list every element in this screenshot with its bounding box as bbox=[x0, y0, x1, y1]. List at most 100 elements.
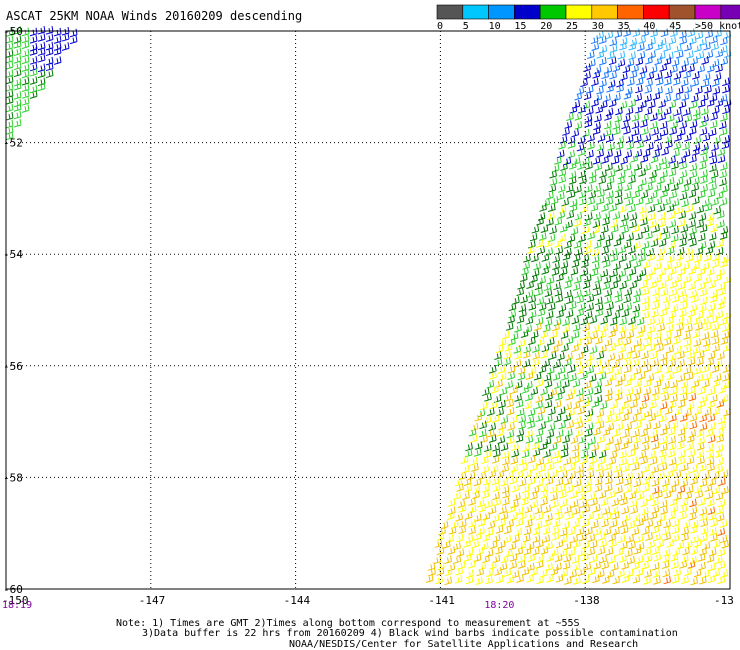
wind-barb bbox=[664, 70, 672, 79]
wind-barb bbox=[628, 175, 636, 184]
wind-barb bbox=[620, 441, 629, 450]
wind-barb bbox=[505, 322, 514, 331]
wind-barb bbox=[643, 378, 652, 388]
wind-barb bbox=[643, 364, 652, 373]
wind-barb bbox=[562, 324, 571, 333]
wind-barb bbox=[13, 118, 22, 128]
wind-barb bbox=[616, 406, 624, 416]
wind-barb bbox=[722, 77, 730, 87]
wind-barb bbox=[650, 238, 659, 248]
wind-barb bbox=[659, 156, 667, 166]
wind-barb bbox=[503, 393, 512, 402]
wind-barb bbox=[689, 413, 698, 422]
wind-barb bbox=[656, 539, 665, 548]
wind-barb bbox=[721, 540, 729, 549]
wind-barb bbox=[554, 239, 563, 248]
wind-barb bbox=[720, 184, 728, 194]
wind-barb bbox=[600, 268, 609, 278]
wind-barb bbox=[716, 210, 725, 219]
wind-barb bbox=[526, 415, 535, 424]
wind-barb bbox=[696, 204, 705, 214]
wind-barb bbox=[45, 62, 54, 72]
wind-barb bbox=[719, 316, 728, 326]
wind-barb bbox=[561, 197, 570, 207]
wind-barb bbox=[621, 308, 630, 318]
wind-barb bbox=[5, 82, 14, 92]
wind-barb bbox=[715, 63, 723, 73]
wind-barb bbox=[547, 302, 556, 311]
wind-barb bbox=[700, 92, 709, 102]
wind-barb bbox=[545, 541, 553, 550]
wind-barb bbox=[505, 380, 514, 389]
wind-barb bbox=[473, 477, 482, 487]
wind-barb bbox=[540, 329, 549, 339]
wind-barb bbox=[642, 483, 650, 493]
wind-barb bbox=[599, 56, 607, 66]
wind-barb bbox=[532, 351, 540, 360]
wind-barb bbox=[583, 273, 592, 283]
wind-barb bbox=[464, 553, 472, 562]
wind-barb bbox=[515, 546, 524, 556]
wind-barb bbox=[594, 296, 603, 306]
wind-barb bbox=[694, 484, 702, 494]
wind-barb bbox=[711, 197, 719, 206]
wind-barb bbox=[564, 357, 572, 367]
wind-barb bbox=[675, 205, 683, 215]
wind-barb bbox=[37, 25, 46, 35]
wind-barb bbox=[634, 162, 643, 171]
wind-barb bbox=[679, 231, 688, 241]
wind-barb bbox=[568, 176, 577, 185]
wind-barb bbox=[506, 406, 515, 416]
wind-barb bbox=[551, 267, 560, 276]
wind-barb bbox=[488, 434, 497, 443]
wind-barb bbox=[566, 112, 574, 121]
wind-barb bbox=[557, 464, 565, 473]
wind-barb bbox=[640, 217, 648, 226]
wind-barb bbox=[540, 224, 549, 234]
wind-barb bbox=[542, 534, 551, 543]
wind-barb bbox=[522, 261, 530, 270]
wind-barb bbox=[641, 240, 650, 250]
wind-barb bbox=[644, 85, 652, 94]
wind-barb bbox=[591, 247, 599, 257]
wind-barb bbox=[527, 454, 536, 464]
wind-barb bbox=[684, 42, 692, 52]
wind-barb bbox=[560, 330, 569, 340]
wind-barb bbox=[631, 224, 640, 233]
wind-barb bbox=[707, 434, 716, 444]
wind-barb bbox=[693, 538, 702, 548]
wind-barb bbox=[621, 574, 630, 583]
wind-barb bbox=[519, 511, 527, 520]
wind-barb bbox=[566, 210, 575, 219]
wind-barb bbox=[554, 216, 563, 226]
wind-barb bbox=[610, 506, 619, 515]
wind-barb bbox=[527, 420, 536, 429]
wind-barb bbox=[515, 399, 524, 409]
wind-barb bbox=[666, 113, 675, 123]
wind-barb bbox=[602, 575, 610, 584]
wind-barb bbox=[555, 511, 563, 521]
wind-barb bbox=[630, 414, 638, 423]
wind-barb bbox=[469, 434, 478, 443]
wind-barb bbox=[571, 330, 580, 339]
wind-barb bbox=[624, 377, 632, 387]
wind-barb bbox=[658, 218, 667, 228]
wind-barb bbox=[649, 64, 658, 74]
wind-barb bbox=[525, 392, 533, 402]
wind-barb bbox=[610, 219, 618, 228]
wind-barb bbox=[686, 401, 695, 410]
wind-barb bbox=[528, 302, 537, 311]
wind-barb bbox=[688, 281, 697, 291]
wind-barb bbox=[706, 309, 714, 319]
wind-barb bbox=[668, 240, 676, 250]
wind-barb bbox=[583, 562, 592, 571]
wind-barb bbox=[644, 408, 653, 418]
wind-barb bbox=[684, 567, 692, 577]
wind-barb bbox=[5, 111, 14, 121]
wind-barb bbox=[586, 511, 595, 521]
wind-barb bbox=[444, 567, 453, 577]
wind-barb bbox=[708, 477, 717, 487]
wind-barb bbox=[565, 309, 574, 318]
wind-barb bbox=[653, 552, 662, 562]
wind-barb bbox=[618, 324, 627, 334]
